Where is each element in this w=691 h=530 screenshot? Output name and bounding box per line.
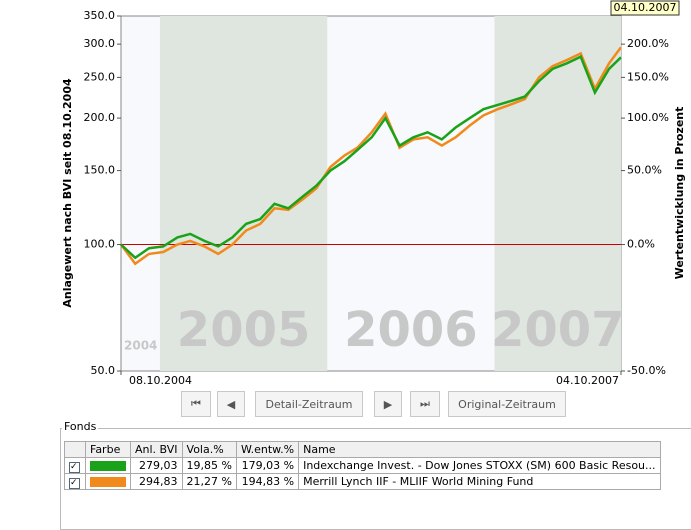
checkbox-cell: ✓ — [64, 473, 86, 490]
x-tick-label: 08.10.2004 — [129, 374, 192, 387]
prev-button[interactable]: ◀ — [217, 391, 245, 417]
y-tick-label: 250.0 — [84, 70, 116, 83]
cell: Indexchange Invest. - Dow Jones STOXX (S… — [298, 457, 661, 474]
header-cell — [64, 441, 86, 458]
detail-button[interactable]: Detail-Zeitraum — [255, 391, 363, 417]
header-cell: Farbe — [85, 441, 131, 458]
y2-tick-label: 100.0% — [627, 111, 669, 124]
group-title: Fonds — [62, 420, 99, 433]
y-axis-title: Anlagewert nach BVI seit 08.10.2004 — [61, 78, 74, 308]
year-label: 2006 — [344, 302, 478, 358]
original-button[interactable]: Original-Zeitraum — [448, 391, 566, 417]
header-row: Farbe Anl. BVI Vola.% W.entw.% Name — [64, 441, 661, 458]
cell: 179,03 % — [235, 457, 300, 474]
y-tick-label: 150.0 — [84, 164, 116, 177]
cell: Merrill Lynch IIF - MLIIF World Mining F… — [298, 473, 661, 490]
chart: Anlagewert nach BVI seit 08.10.2004 Wert… — [61, 0, 686, 387]
y2-tick-label: 50.0% — [627, 164, 662, 177]
series-line — [119, 46, 623, 266]
checkbox-cell: ✓ — [64, 457, 86, 474]
year-label: 2005 — [177, 302, 311, 358]
x-tick-label: 04.10.2007 — [556, 374, 619, 387]
last-button[interactable]: ⏭ — [410, 391, 440, 417]
y-tick-label: 200.0 — [84, 111, 116, 124]
fund-row: ✓ 279,03 19,85 % 179,03 % Indexchange Invest… — [64, 457, 661, 474]
fonds-table: Farbe Anl. BVI Vola.% W.entw.% Name ✓ 279,03 19… — [64, 441, 661, 490]
year-band — [494, 16, 621, 371]
tooltip-box — [610, 0, 680, 16]
y2-tick-label: 0.0% — [627, 238, 655, 251]
y-tick-label: 300.0 — [84, 37, 116, 50]
checkbox[interactable]: ✓ — [69, 461, 80, 473]
header-cell: Name — [298, 441, 661, 458]
year-band — [159, 16, 328, 371]
year-label: 2004 — [124, 339, 157, 353]
cell: 294,83 — [130, 473, 183, 490]
y2-tick-label: 150.0% — [627, 70, 669, 83]
checkbox[interactable]: ✓ — [69, 477, 80, 489]
y2-axis-title: Wertentwicklung in Prozent — [673, 107, 686, 280]
y-tick-label: 100.0 — [84, 238, 116, 251]
color-cell — [85, 457, 131, 474]
page: Anlagewert nach BVI seit 08.10.2004 Wert… — [60, 0, 691, 530]
color-cell — [85, 473, 131, 490]
cell: 194,83 % — [235, 473, 300, 490]
color-swatch — [90, 460, 126, 471]
fund-row: ✓ 294,83 21,27 % 194,83 % Merrill Lynch IIF … — [64, 473, 661, 490]
header-cell: W.entw.% — [235, 441, 300, 458]
year-label: 2007 — [491, 302, 625, 358]
first-button[interactable]: ⏮ — [181, 391, 211, 417]
cell: 279,03 — [130, 457, 183, 474]
color-swatch — [90, 476, 126, 487]
cell: 19,85 % — [181, 457, 237, 474]
cell: 21,27 % — [181, 473, 237, 490]
header-cell: Anl. BVI — [130, 441, 183, 458]
y-tick-label: 50.0 — [91, 364, 116, 377]
series-line — [120, 54, 622, 260]
y-tick-label: 350.0 — [84, 9, 116, 22]
next-button[interactable]: ▶ — [374, 391, 402, 417]
tooltip: 04.10.2007 — [614, 1, 677, 14]
y2-tick-label: 200.0% — [627, 37, 669, 50]
header-cell: Vola.% — [181, 441, 237, 458]
y2-tick-label: -50.0% — [627, 364, 666, 377]
